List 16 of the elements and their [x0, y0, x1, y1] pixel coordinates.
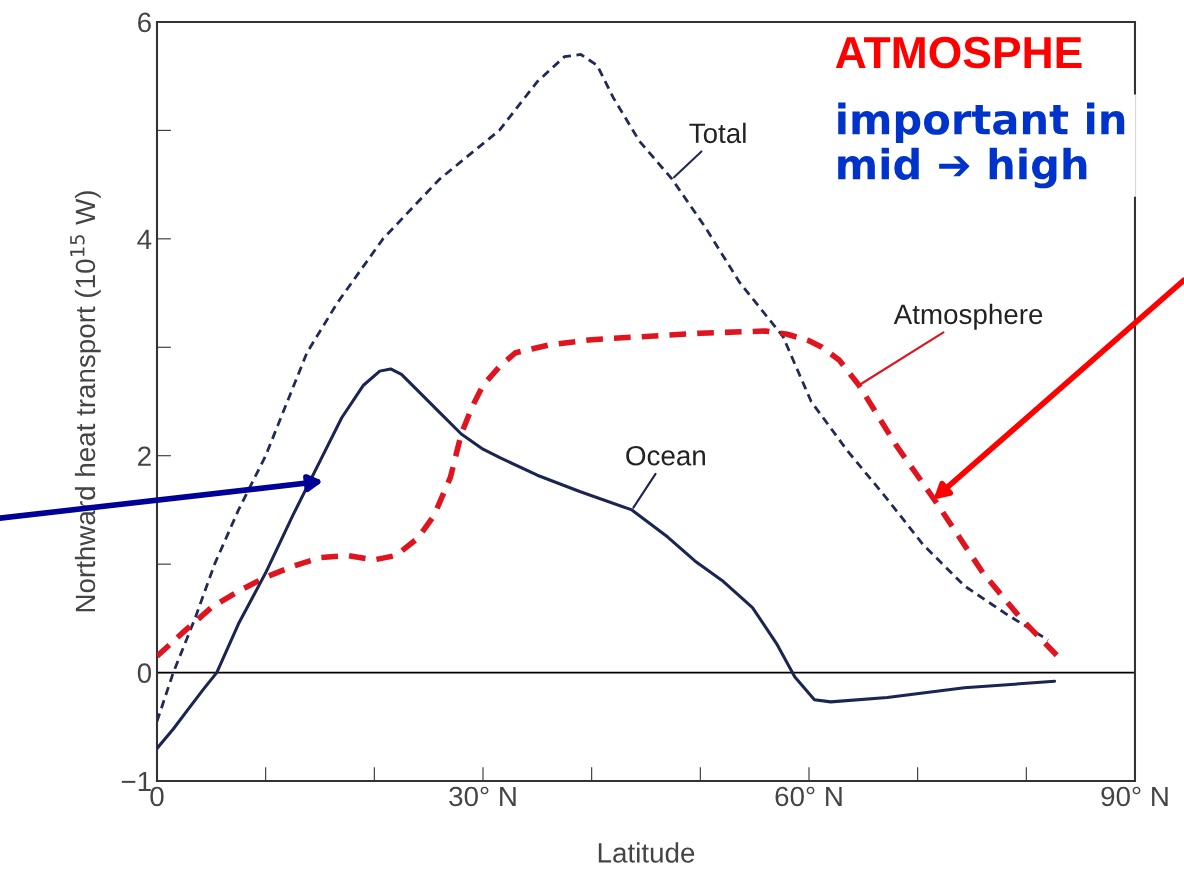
x-tick-label: 60° N [775, 786, 842, 807]
y-axis-title: Northward heat transport (10$^{15}$ W) [70, 191, 101, 612]
y-tick-label: −1 [121, 771, 151, 792]
x-axis-title: Latitude [598, 842, 695, 863]
y-tick-label: 2 [138, 446, 151, 466]
x-tick-label: 90° N [1101, 786, 1168, 807]
annotation: important in mid ➔ high [838, 102, 1125, 189]
series-label: Total [689, 122, 746, 144]
line-series [157, 367, 1057, 751]
annotation: ATMOSPHE [835, 36, 1082, 69]
y-tick-label: 4 [137, 229, 152, 249]
x-tick-label: 30° N [449, 786, 516, 807]
y-tick-label: 6 [138, 12, 151, 33]
series-label: Ocean [626, 445, 705, 466]
text: Atmosphere [893, 303, 1043, 330]
y-tick-label: 0 [137, 663, 152, 683]
